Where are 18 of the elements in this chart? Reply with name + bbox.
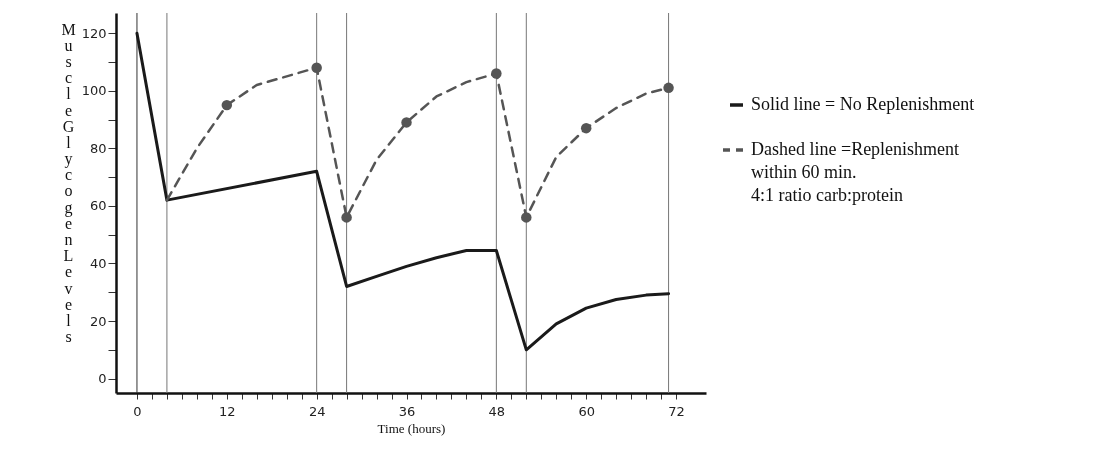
x-tick-label: 24 [308,403,326,419]
y-tick-label: 20 [89,313,107,329]
y-tick-label: 0 [98,371,107,387]
y-tick-label: 80 [89,140,107,156]
legend-label: Solid line = No Replenishment [751,94,975,114]
y-tick-label: 60 [89,198,107,214]
text: Muscle Glycogen Levels [61,20,76,346]
x-tick-label: 48 [488,403,506,419]
y-tick-label: 40 [89,255,107,271]
x-tick-label: 0 [133,403,142,419]
x-tick-label: 72 [668,403,685,419]
y-tick-label: 100 [81,83,107,99]
x-tick-label: 36 [398,403,416,419]
x-tick-label: 12 [219,403,236,419]
legend-label: Dashed line =Replenishment within 60 min. 4:1 ratio carb:protein [751,139,960,205]
x-axis-title: Time (hours) [377,420,446,436]
x-tick-label: 60 [578,403,595,419]
y-tick-label: 120 [81,25,107,41]
